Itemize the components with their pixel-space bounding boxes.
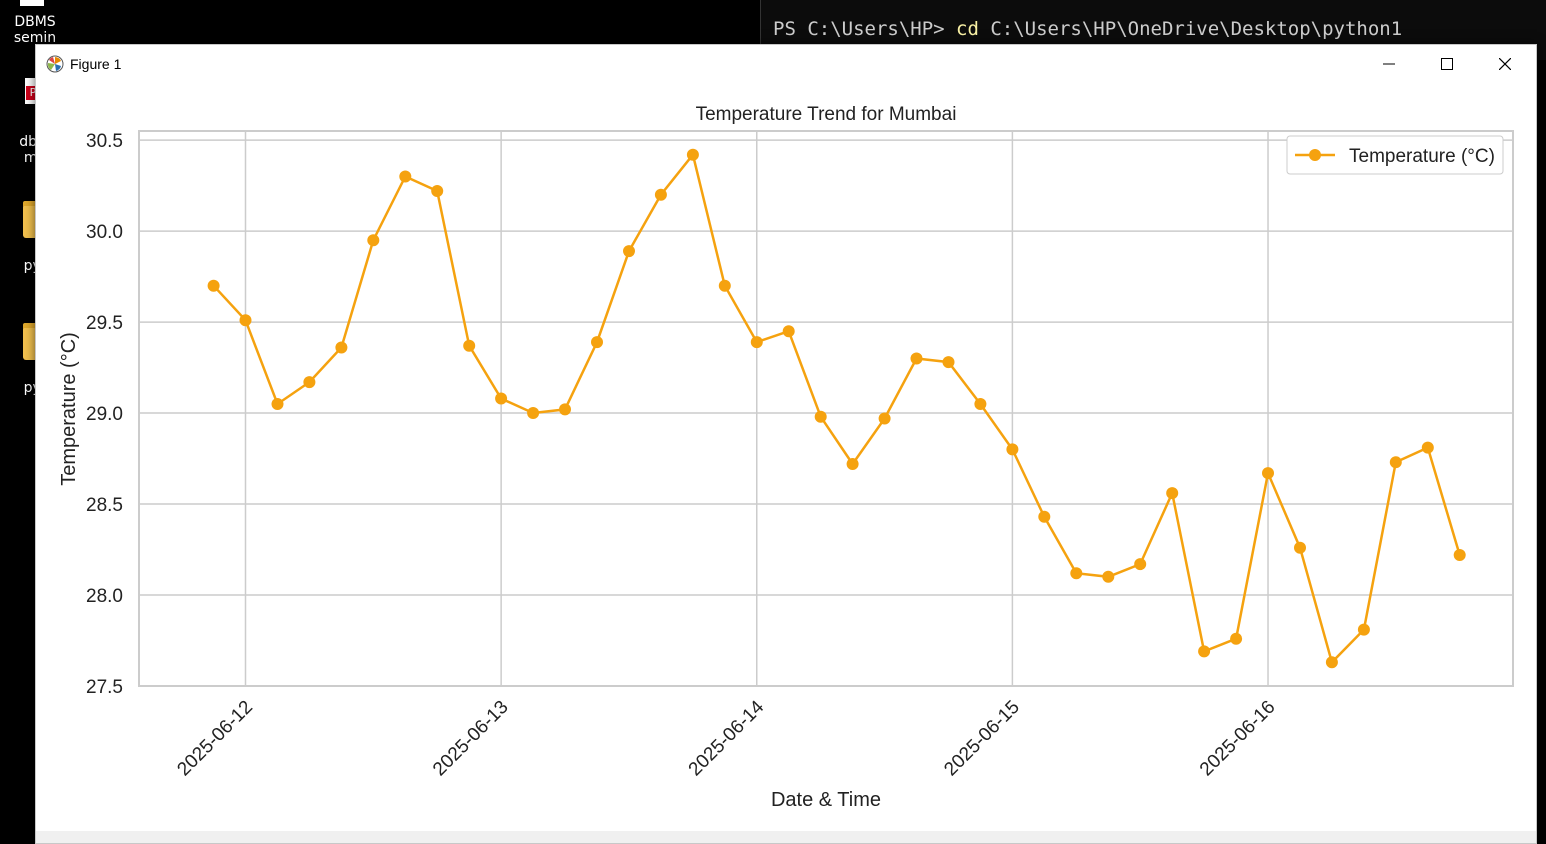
- data-point: [591, 336, 603, 349]
- data-point: [207, 279, 220, 292]
- terminal-argument: C:\Users\HP\OneDrive\Desktop\python1: [978, 18, 1403, 40]
- y-axis-ticks: 27.5 28.0 28.5 29.0 29.5 30.0 30.5: [86, 131, 123, 698]
- data-point: [654, 188, 667, 201]
- y-tick-label: 30.0: [86, 222, 123, 243]
- matplotlib-icon: [46, 55, 64, 73]
- data-point: [431, 185, 444, 197]
- data-point: [1357, 623, 1370, 636]
- minimize-icon: [1383, 63, 1395, 65]
- terminal-line: PS C:\Users\HP> cd C:\Users\HP\OneDrive\…: [773, 18, 1402, 40]
- data-point: [1453, 549, 1466, 561]
- data-point: [878, 412, 891, 425]
- minimize-button[interactable]: [1360, 45, 1418, 83]
- plot-area: [138, 130, 1514, 687]
- x-tick-label: 2025-06-16: [1196, 697, 1280, 781]
- y-tick-label: 28.0: [86, 586, 123, 607]
- data-point: [399, 170, 412, 183]
- data-point: [1230, 632, 1243, 645]
- legend-box: [1286, 135, 1504, 175]
- data-point: [1389, 456, 1402, 469]
- data-point: [559, 403, 571, 416]
- x-tick-label: 2025-06-15: [940, 697, 1024, 781]
- figure-canvas[interactable]: Temperature Trend for Mumbai 27.5 28.0 28.…: [36, 83, 1536, 833]
- x-tick-label: 2025-06-14: [685, 696, 769, 780]
- data-point: [1102, 570, 1115, 583]
- y-tick-label: 27.5: [86, 677, 123, 698]
- temperature-line-chart: Temperature Trend for Mumbai 27.5 28.0 28.…: [58, 104, 1514, 811]
- data-point: [782, 325, 795, 338]
- data-point: [814, 410, 827, 423]
- y-axis-label: Temperature (°C): [58, 332, 80, 486]
- data-point: [239, 314, 252, 327]
- x-tick-label: 2025-06-13: [429, 697, 513, 781]
- x-axis-ticks: 2025-06-12 2025-06-13 2025-06-14 2025-06-15…: [173, 696, 1279, 780]
- desktop-icon-label: DBMS: [14, 14, 56, 30]
- data-point: [750, 336, 763, 349]
- data-point: [1325, 656, 1338, 669]
- y-tick-label: 28.5: [86, 495, 123, 516]
- document-icon: [20, 0, 44, 6]
- data-point: [1166, 487, 1179, 500]
- maximize-icon: [1441, 58, 1453, 70]
- close-button[interactable]: [1476, 45, 1534, 83]
- data-point: [271, 398, 284, 410]
- x-axis-label: Date & Time: [771, 789, 881, 811]
- window-title: Figure 1: [70, 56, 122, 72]
- window-bottom-strip: [36, 831, 1536, 843]
- data-point: [527, 407, 540, 419]
- data-point: [846, 458, 859, 470]
- terminal-command: cd: [956, 18, 979, 40]
- desktop-icon-dbms-seminar[interactable]: DBMS semin: [0, 0, 70, 46]
- legend-point-marker: [1309, 149, 1321, 161]
- data-point: [1134, 558, 1147, 571]
- x-tick-label: 2025-06-12: [173, 697, 257, 781]
- legend-label: Temperature (°C): [1349, 146, 1495, 167]
- data-point: [335, 341, 348, 354]
- data-point: [942, 356, 955, 369]
- close-icon: [1499, 58, 1511, 70]
- series-points: [207, 148, 1466, 669]
- data-point: [910, 352, 923, 365]
- data-point: [718, 279, 731, 292]
- y-tick-label: 29.0: [86, 404, 123, 425]
- title-bar[interactable]: Figure 1: [36, 45, 1536, 83]
- terminal-prompt: PS C:\Users\HP>: [773, 18, 957, 40]
- series-line-temperature: [212, 151, 1461, 665]
- y-tick-label: 29.5: [86, 313, 123, 334]
- data-point: [1262, 467, 1274, 480]
- chart-title: Temperature Trend for Mumbai: [696, 104, 957, 125]
- data-point: [1070, 567, 1083, 580]
- data-point: [303, 376, 316, 389]
- data-point: [1006, 443, 1019, 456]
- data-point: [623, 245, 635, 258]
- data-point: [686, 148, 699, 161]
- data-point: [495, 392, 508, 405]
- data-point: [1038, 510, 1051, 523]
- data-point: [1421, 441, 1434, 454]
- data-point: [463, 339, 476, 352]
- figure-window: Figure 1 Temperature Trend for Mumbai 27…: [35, 44, 1537, 844]
- data-point: [1198, 645, 1211, 658]
- desktop-icon-label: semin: [13, 30, 57, 46]
- maximize-button[interactable]: [1418, 45, 1476, 83]
- legend: Temperature (°C): [1286, 135, 1504, 175]
- data-point: [367, 234, 380, 247]
- data-point: [1294, 541, 1306, 554]
- grid-lines: [139, 131, 1513, 687]
- data-point: [974, 398, 987, 410]
- y-tick-label: 30.5: [86, 131, 123, 152]
